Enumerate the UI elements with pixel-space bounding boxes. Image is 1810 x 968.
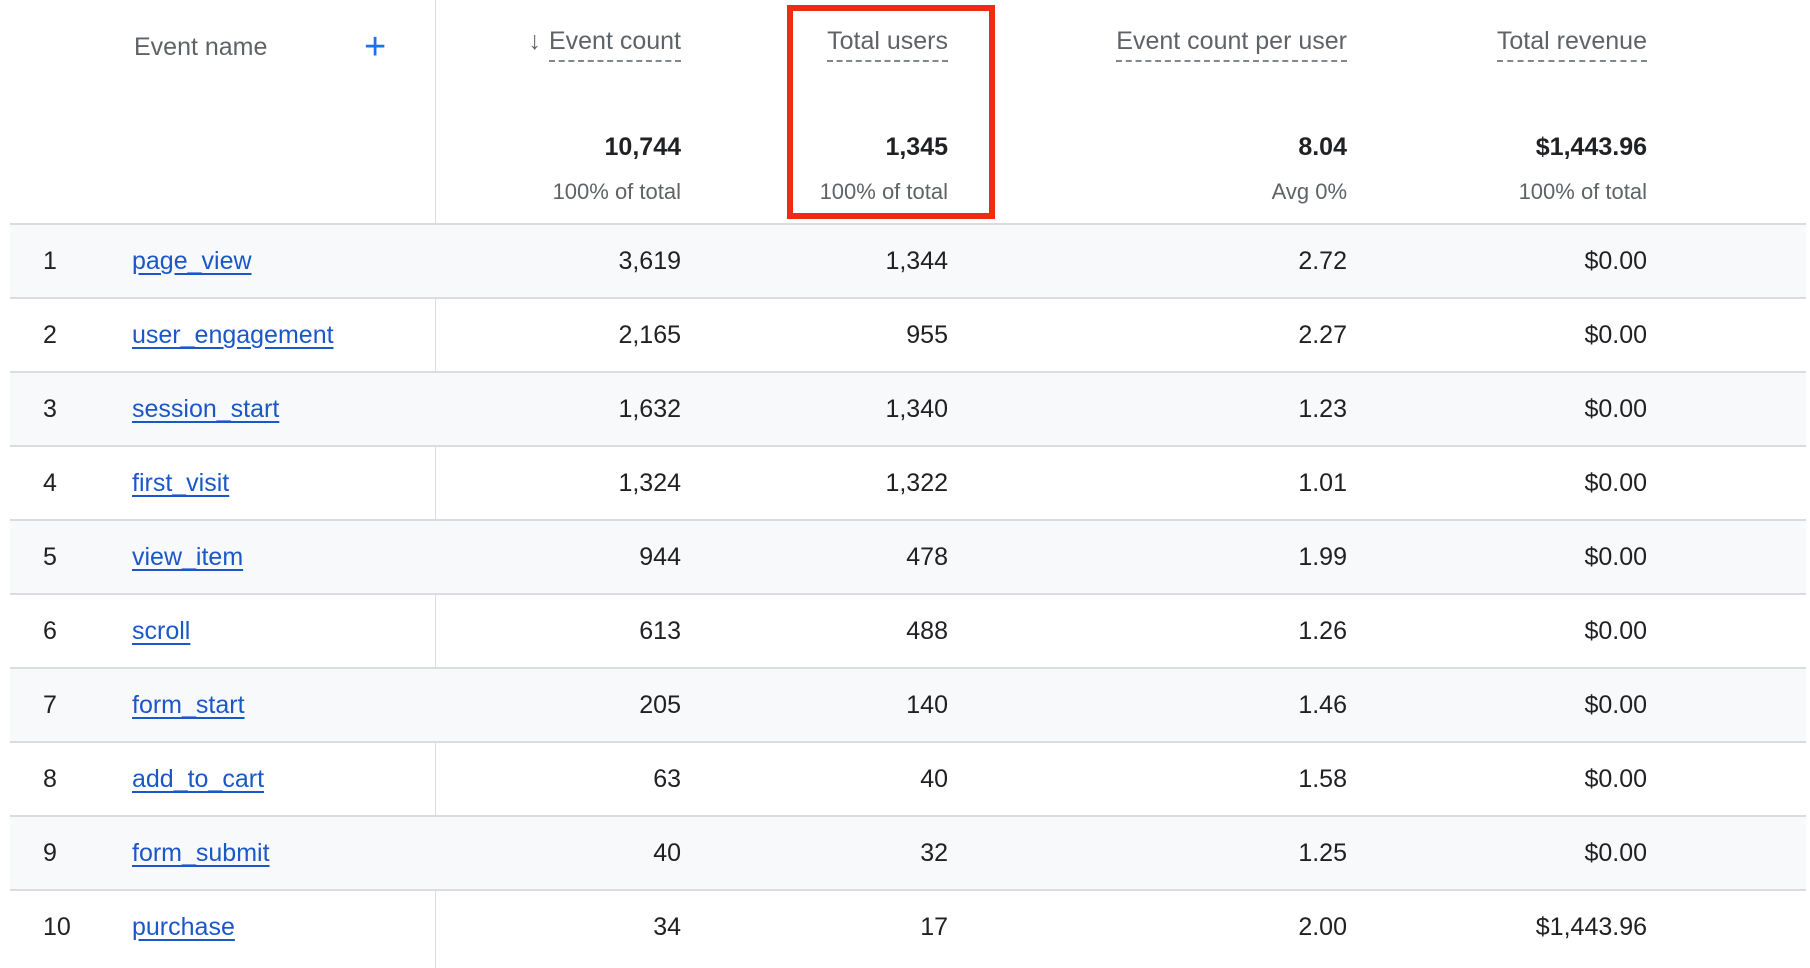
- total-event-count-per-user: 8.04: [1298, 133, 1347, 161]
- total-revenue: $0.00: [1584, 839, 1647, 867]
- total-users: 32: [920, 839, 948, 867]
- row-index: 9: [43, 839, 57, 867]
- total-event-count: 10,744: [604, 133, 681, 161]
- total-revenue: $0.00: [1584, 247, 1647, 275]
- total-revenue: $0.00: [1584, 469, 1647, 497]
- event-count: 1,324: [618, 469, 681, 497]
- arrow-down-icon: ↓: [528, 27, 541, 55]
- total-revenue: $0.00: [1584, 617, 1647, 645]
- row-index: 3: [43, 395, 57, 423]
- event-name-link[interactable]: view_item: [132, 543, 244, 571]
- row-index: 5: [43, 543, 57, 571]
- header-total-revenue[interactable]: Total revenue: [1496, 27, 1647, 62]
- event-count-per-user: 2.27: [1298, 321, 1347, 349]
- total-revenue: $1,443.96: [1535, 133, 1647, 161]
- event-name-link[interactable]: session_start: [132, 395, 280, 423]
- event-count: 34: [653, 913, 681, 941]
- total-users: 955: [906, 321, 948, 349]
- total-revenue-sub: 100% of total: [1518, 179, 1647, 204]
- event-count: 63: [653, 765, 681, 793]
- event-name-link[interactable]: first_visit: [132, 469, 230, 497]
- total-revenue: $0.00: [1584, 395, 1647, 423]
- total-revenue: $0.00: [1584, 321, 1647, 349]
- highlight-box: [787, 5, 995, 219]
- row-index: 10: [43, 913, 71, 941]
- total-users: 1,345: [885, 133, 948, 161]
- event-count: 2,165: [618, 321, 681, 349]
- event-count: 944: [639, 543, 681, 571]
- event-name-link[interactable]: add_to_cart: [132, 765, 265, 793]
- total-users: 488: [906, 617, 948, 645]
- table-row: 8 add_to_cart 63 40 1.58 $0.00: [10, 741, 1806, 815]
- plus-icon[interactable]: +: [364, 26, 387, 68]
- total-revenue: $0.00: [1584, 543, 1647, 571]
- event-count-per-user: 1.25: [1298, 839, 1347, 867]
- table-row: 2 user_engagement 2,165 955 2.27 $0.00: [10, 297, 1806, 371]
- row-index: 1: [43, 247, 57, 275]
- row-index: 4: [43, 469, 57, 497]
- table-row: 6 scroll 613 488 1.26 $0.00: [10, 593, 1806, 667]
- event-name-link[interactable]: user_engagement: [132, 321, 334, 349]
- row-index: 8: [43, 765, 57, 793]
- event-count-per-user: 1.46: [1298, 691, 1347, 719]
- total-users: 40: [920, 765, 948, 793]
- event-count-per-user: 1.99: [1298, 543, 1347, 571]
- total-users: 1,322: [885, 469, 948, 497]
- table-row: 1 page_view 3,619 1,344 2.72 $0.00: [10, 223, 1806, 297]
- row-index: 2: [43, 321, 57, 349]
- event-name-link[interactable]: form_submit: [132, 839, 270, 867]
- event-count-per-user: 1.58: [1298, 765, 1347, 793]
- event-count-per-user: 2.72: [1298, 247, 1347, 275]
- table-row: 4 first_visit 1,324 1,322 1.01 $0.00: [10, 445, 1806, 519]
- event-count-per-user: 1.01: [1298, 469, 1347, 497]
- event-name-link[interactable]: scroll: [132, 617, 191, 645]
- event-count: 1,632: [618, 395, 681, 423]
- row-index: 6: [43, 617, 57, 645]
- event-count: 613: [639, 617, 681, 645]
- table-row: 7 form_start 205 140 1.46 $0.00: [10, 667, 1806, 741]
- event-name-link[interactable]: page_view: [132, 247, 252, 275]
- table-row: 9 form_submit 40 32 1.25 $0.00: [10, 815, 1806, 889]
- event-count-per-user: 1.23: [1298, 395, 1347, 423]
- event-count-per-user: 1.26: [1298, 617, 1347, 645]
- total-event-count-per-user-sub: Avg 0%: [1271, 179, 1347, 204]
- event-count: 40: [653, 839, 681, 867]
- table-row: 10 purchase 34 17 2.00 $1,443.96: [10, 889, 1806, 963]
- total-revenue: $1,443.96: [1535, 913, 1647, 941]
- event-count: 205: [639, 691, 681, 719]
- total-revenue: $0.00: [1584, 691, 1647, 719]
- event-name-link[interactable]: form_start: [132, 691, 245, 719]
- total-revenue: $0.00: [1584, 765, 1647, 793]
- total-users-sub: 100% of total: [819, 179, 948, 204]
- total-users: 17: [920, 913, 948, 941]
- column-divider: [435, 0, 436, 968]
- total-users: 1,344: [885, 247, 948, 275]
- total-users: 140: [906, 691, 948, 719]
- table-row: 5 view_item 944 478 1.99 $0.00: [10, 519, 1806, 593]
- header-total-users[interactable]: Total users: [827, 27, 948, 62]
- header-event-count[interactable]: ↓ Event count: [528, 27, 681, 62]
- event-count-per-user: 2.00: [1298, 913, 1347, 941]
- table-row: 3 session_start 1,632 1,340 1.23 $0.00: [10, 371, 1806, 445]
- row-index: 7: [43, 691, 57, 719]
- total-event-count-sub: 100% of total: [552, 179, 681, 204]
- header-event-count-per-user[interactable]: Event count per user: [1116, 27, 1347, 62]
- event-count: 3,619: [618, 247, 681, 275]
- header-event-name[interactable]: Event name: [134, 33, 268, 61]
- event-name-link[interactable]: purchase: [132, 913, 235, 941]
- total-users: 478: [906, 543, 948, 571]
- total-users: 1,340: [885, 395, 948, 423]
